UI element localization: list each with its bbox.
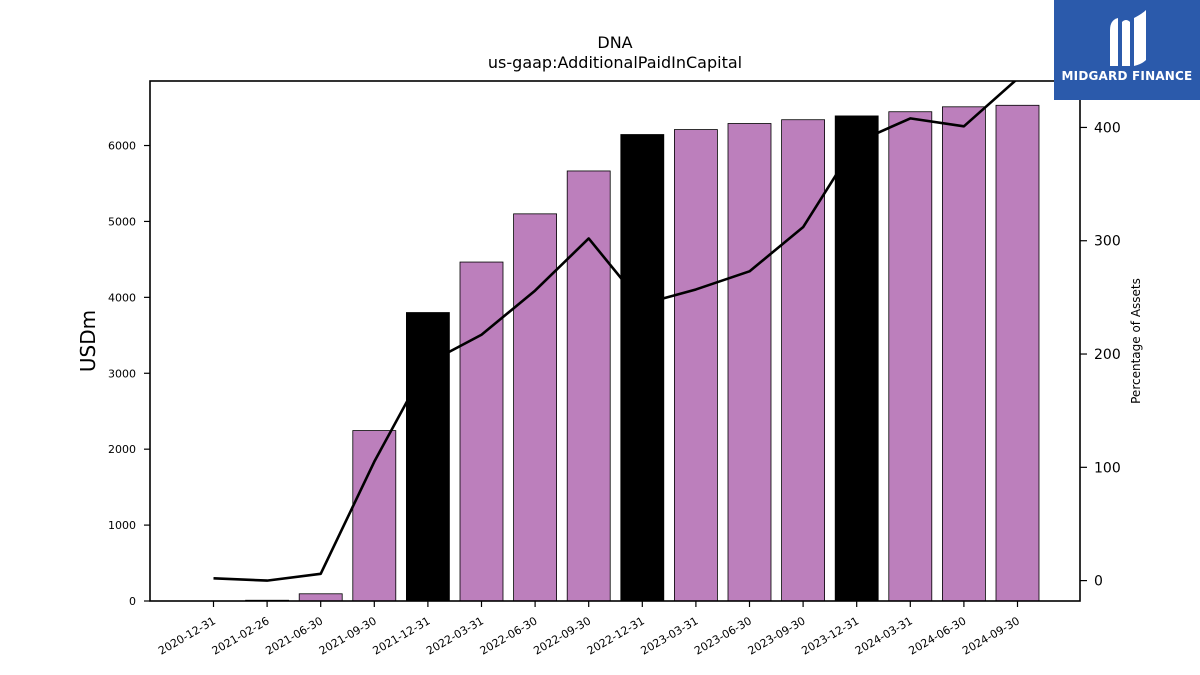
y-axis-right-label: Percentage of Assets <box>1129 278 1143 404</box>
chart-title: DNA <box>597 33 632 52</box>
x-tick-label: 2022-03-31 <box>424 614 486 657</box>
bar-2024-06-30 <box>942 106 986 602</box>
x-tick-label: 2020-12-31 <box>156 614 218 657</box>
x-tick-label: 2021-02-26 <box>210 614 272 657</box>
x-tick-label: 2022-12-31 <box>585 614 647 657</box>
x-tick-label: 2024-06-30 <box>907 614 969 657</box>
plot-frame <box>149 80 1081 602</box>
x-axis: 2020-12-312021-02-262021-06-302021-09-30… <box>156 601 1022 658</box>
bar-2024-03-31 <box>888 111 933 602</box>
x-tick-label: 2022-09-30 <box>531 614 593 657</box>
bar-2021-09-30 <box>352 430 397 602</box>
y-axis-label: USDm <box>76 310 100 372</box>
x-tick-label: 2023-03-31 <box>639 614 701 657</box>
logo-text: MIDGARD FINANCE <box>1061 69 1193 83</box>
left-axis: 0 1000 2000 3000 4000 5000 6000 <box>108 140 150 608</box>
y-tick-label: 4000 <box>108 291 136 304</box>
line-layer <box>213 81 1017 582</box>
x-tick-label: 2023-09-30 <box>746 614 808 657</box>
y-tick-label: 6000 <box>108 140 136 153</box>
x-tick-label: 2021-06-30 <box>263 614 325 657</box>
x-tick-label: 2021-09-30 <box>317 614 379 657</box>
chart-subtitle: us-gaap:AdditionalPaidInCapital <box>488 53 742 72</box>
y-right-tick-label: 400 <box>1094 120 1121 136</box>
bar-2024-09-30 <box>995 104 1040 602</box>
x-tick-label: 2024-03-31 <box>853 614 915 657</box>
bar-2023-06-30 <box>727 123 772 602</box>
x-tick-label: 2024-09-30 <box>960 614 1022 657</box>
bar-2022-03-31 <box>459 261 504 602</box>
y-right-tick-label: 300 <box>1094 234 1121 250</box>
x-tick-label: 2021-12-31 <box>371 614 433 657</box>
x-tick-label: 2023-12-31 <box>799 614 861 657</box>
y-right-tick-label: 200 <box>1094 347 1121 363</box>
y-tick-label: 5000 <box>108 215 136 228</box>
y-right-tick-label: 100 <box>1094 460 1121 476</box>
y-tick-label: 1000 <box>108 519 136 532</box>
bar-2021-06-30 <box>298 593 343 602</box>
y-tick-label: 0 <box>129 595 136 608</box>
percentage-line <box>213 81 1017 582</box>
bar-2022-12-31 <box>620 134 665 602</box>
right-axis: 0 100 200 300 400 <box>1080 120 1121 590</box>
bar-2023-12-31 <box>834 115 879 602</box>
logo-mark-icon <box>1110 10 1146 66</box>
bar-2021-12-31 <box>405 312 450 602</box>
bars-layer <box>245 104 1040 602</box>
bar-2023-03-31 <box>674 129 718 602</box>
x-tick-label: 2023-06-30 <box>692 614 754 657</box>
y-tick-label: 2000 <box>108 443 136 456</box>
bar-2022-09-30 <box>566 170 611 602</box>
y-right-tick-label: 0 <box>1094 574 1103 590</box>
midgard-finance-logo: MIDGARD FINANCE <box>1054 0 1200 100</box>
x-tick-label: 2022-06-30 <box>478 614 540 657</box>
bar-2022-06-30 <box>513 213 557 602</box>
bar-2023-09-30 <box>781 119 825 602</box>
y-tick-label: 3000 <box>108 367 136 380</box>
